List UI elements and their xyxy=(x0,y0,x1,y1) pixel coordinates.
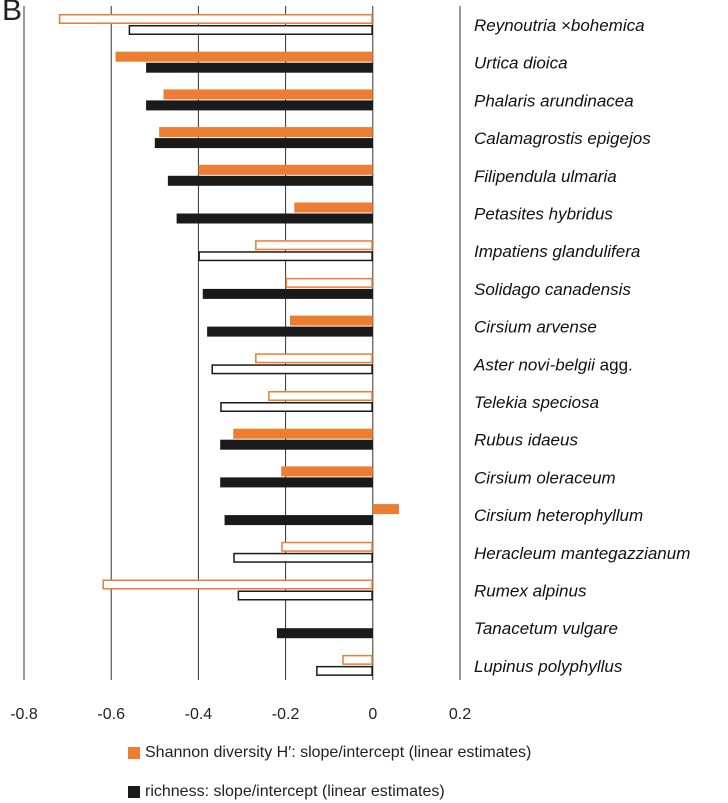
shannon-bar xyxy=(289,315,373,326)
richness-bar xyxy=(224,515,373,526)
x-tick-label: -0.4 xyxy=(185,706,213,723)
shannon-bar xyxy=(102,579,373,590)
richness-bar xyxy=(167,175,373,186)
bars xyxy=(58,14,399,676)
shannon-bar xyxy=(372,504,399,515)
legend-item-shannon: Shannon diversity H′: slope/intercept (l… xyxy=(128,744,531,762)
shannon-bar xyxy=(255,353,373,364)
species-label: Solidago canadensis xyxy=(474,280,631,299)
species-label: Calamagrostis epigejos xyxy=(474,129,651,148)
legend-swatch-shannon xyxy=(128,747,140,759)
legend-label-richness: richness: slope/intercept (linear estima… xyxy=(145,783,445,800)
richness-bar xyxy=(146,62,373,73)
shannon-bar xyxy=(268,391,373,401)
shannon-bar xyxy=(294,202,373,213)
species-label: Reynoutria ×bohemica xyxy=(474,16,645,35)
shannon-bar xyxy=(58,14,373,24)
species-label: Cirsium heterophyllum xyxy=(474,506,643,525)
grid-lines xyxy=(23,6,461,680)
x-tick-label: -0.2 xyxy=(272,706,300,723)
legend-swatch-richness xyxy=(128,786,140,798)
richness-bar xyxy=(220,439,373,450)
richness-bar xyxy=(233,552,373,563)
species-label: Impatiens glandulifera xyxy=(474,242,640,261)
x-tick-label: -0.6 xyxy=(97,706,125,723)
richness-bar xyxy=(220,402,373,412)
shannon-bar xyxy=(159,127,373,138)
richness-bar xyxy=(202,288,373,299)
shannon-bar xyxy=(285,277,373,288)
shannon-bar xyxy=(198,164,373,175)
species-label: Telekia speciosa xyxy=(474,393,599,412)
species-label: Aster novi-belgii agg. xyxy=(473,355,633,374)
shannon-bar xyxy=(255,240,373,251)
species-label: Cirsium oleraceum xyxy=(474,468,616,487)
richness-bar xyxy=(220,477,373,488)
shannon-bar xyxy=(233,428,373,439)
richness-bar xyxy=(237,590,373,601)
richness-bar xyxy=(176,213,373,224)
richness-bar xyxy=(211,364,373,375)
legend-label-shannon: Shannon diversity H′: slope/intercept (l… xyxy=(145,744,532,761)
richness-bar xyxy=(154,138,373,149)
richness-bar xyxy=(207,326,373,337)
species-label: Urtica dioica xyxy=(474,54,568,73)
species-label: Lupinus polyphyllus xyxy=(474,657,623,676)
species-label: Rumex alpinus xyxy=(474,582,587,601)
richness-bar xyxy=(276,628,373,639)
species-label: Filipendula ulmaria xyxy=(474,167,617,186)
shannon-bar xyxy=(281,541,373,552)
richness-bar xyxy=(198,251,373,262)
species-label: Heracleum mantegazzianum xyxy=(474,544,690,563)
species-label: Tanacetum vulgare xyxy=(474,619,618,638)
shannon-bar xyxy=(163,89,373,100)
species-label: Phalaris arundinacea xyxy=(474,91,634,110)
x-tick-label: 0.2 xyxy=(449,706,471,723)
x-tick-labels: -0.8 -0.6 -0.4 -0.2 0 0.2 xyxy=(10,706,471,723)
richness-bar xyxy=(128,25,373,35)
richness-bar xyxy=(316,665,373,676)
species-label: Petasites hybridus xyxy=(474,205,613,224)
species-label: Rubus idaeus xyxy=(474,431,578,450)
x-tick-label: 0 xyxy=(368,706,377,723)
shannon-bar xyxy=(281,466,373,477)
x-tick-label: -0.8 xyxy=(10,706,38,723)
legend-item-richness: richness: slope/intercept (linear estima… xyxy=(128,783,445,801)
species-label: Cirsium arvense xyxy=(474,318,597,337)
panel-label: B xyxy=(2,0,23,27)
richness-bar xyxy=(146,100,373,111)
shannon-bar xyxy=(342,654,373,665)
species-labels: Reynoutria ×bohemica Urtica dioica Phalari… xyxy=(473,16,690,676)
shannon-bar xyxy=(115,51,373,62)
